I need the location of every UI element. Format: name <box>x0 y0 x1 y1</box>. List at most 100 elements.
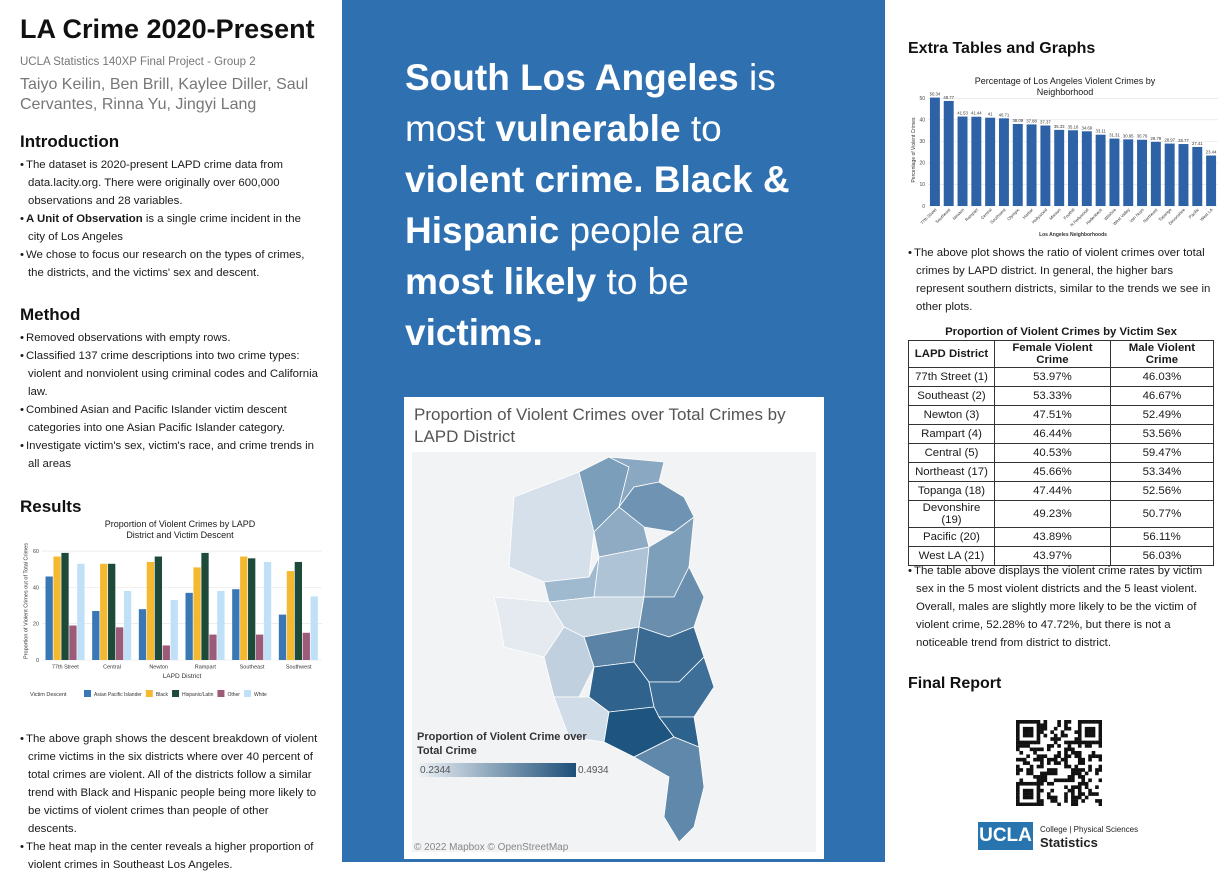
qr-module <box>1098 754 1102 759</box>
qr-module <box>1053 754 1058 759</box>
qr-module <box>1026 781 1030 786</box>
legend-title: Proportion of Violent Crime over Total C… <box>417 731 587 757</box>
qr-module <box>1088 792 1092 796</box>
qr-module <box>1019 757 1024 762</box>
bullet-text: Combined Asian and Pacific Islander vict… <box>26 404 287 434</box>
y-tick-label: 20 <box>33 622 39 628</box>
qr-module <box>1026 761 1030 765</box>
section-heading: Introduction <box>20 132 120 151</box>
section-heading: Final Report <box>908 675 1002 692</box>
qr-module <box>1019 744 1024 748</box>
map <box>412 452 816 852</box>
qr-module <box>1088 788 1092 793</box>
qr-module <box>1071 747 1075 752</box>
qr-module <box>1074 750 1079 755</box>
qr-module <box>1057 744 1061 748</box>
qr-module <box>1029 764 1034 769</box>
note: The above plot shows the ratio of violen… <box>908 244 1213 316</box>
qr-module <box>1077 775 1082 779</box>
qr-module <box>1040 788 1044 793</box>
table-cell: Devonshire (19) <box>908 500 995 528</box>
qr-module <box>1084 726 1089 731</box>
value-label: 41.44 <box>971 111 982 116</box>
qr-module <box>1084 730 1089 734</box>
qr-module <box>1084 733 1089 738</box>
bullet: The heat map in the center reveals a hig… <box>20 838 320 874</box>
qr-module <box>1064 747 1068 752</box>
qr-module <box>1026 792 1030 796</box>
qr-module <box>1071 785 1075 789</box>
table-cell: Northeast (17) <box>908 462 995 482</box>
y-tick-label: 50 <box>919 96 925 102</box>
qr-module <box>1088 740 1092 745</box>
bar <box>115 627 124 660</box>
table-row: Devonshire (19) 49.23% 50.77% <box>908 500 1215 528</box>
table-cell: 46.44% <box>993 424 1111 444</box>
qr-module <box>1050 799 1055 803</box>
bar <box>1178 144 1189 206</box>
logo-mark: UCLA <box>978 822 1033 850</box>
qr-module <box>1026 771 1030 776</box>
table-cell: 43.89% <box>993 527 1111 547</box>
qr-module <box>1053 771 1058 776</box>
value-label: 35.33 <box>1054 124 1065 129</box>
y-tick-label: 60 <box>33 549 39 555</box>
qr-module <box>1026 726 1030 731</box>
x-tick-label: Central <box>103 665 121 671</box>
qr-module <box>1033 775 1037 779</box>
qr-module <box>1084 771 1089 776</box>
qr-module <box>1046 757 1051 762</box>
qr-module <box>1040 761 1044 765</box>
value-label: 28.77 <box>1178 138 1189 143</box>
value-label: 38.09 <box>1012 118 1023 123</box>
qr-module <box>1050 781 1055 786</box>
qr-module <box>1098 740 1102 745</box>
qr-module <box>1033 740 1037 745</box>
qr-module <box>1077 757 1082 762</box>
qr-module <box>1050 757 1055 762</box>
qr-module <box>1029 730 1034 734</box>
qr-module <box>1095 785 1099 789</box>
qr-module <box>1022 802 1027 806</box>
bar <box>162 645 170 660</box>
qr-module <box>1057 778 1061 783</box>
note-text: The above plot shows the ratio of violen… <box>908 244 1213 316</box>
table-cell: 52.49% <box>1109 405 1215 425</box>
qr-module <box>1098 723 1102 728</box>
qr-module <box>1016 757 1020 762</box>
bar <box>310 596 318 660</box>
y-tick-label: 20 <box>919 161 925 167</box>
legend-label: Hispanic/Latin <box>182 692 214 698</box>
qr-module <box>1019 781 1024 786</box>
y-tick-label: 0 <box>922 204 925 210</box>
bullet: The dataset is 2020-present LAPD crime d… <box>20 156 320 210</box>
qr-module <box>1040 723 1044 728</box>
table-cell: 59.47% <box>1109 443 1215 463</box>
qr-module <box>1046 792 1051 796</box>
qr-module <box>1022 757 1027 762</box>
qr-module <box>1088 764 1092 769</box>
qr-module <box>1077 726 1082 731</box>
qr-module <box>1098 757 1102 762</box>
qr-module <box>1016 764 1020 769</box>
qr-code[interactable] <box>1016 720 1102 806</box>
qr-module <box>1060 757 1065 762</box>
qr-module <box>1029 740 1034 745</box>
table-cell: Topanga (18) <box>908 481 995 501</box>
value-label: 33.11 <box>1095 129 1106 134</box>
qr-module <box>1019 740 1024 745</box>
y-tick-label: 10 <box>919 182 925 188</box>
x-tick-label: Southwest <box>286 665 312 671</box>
qr-module <box>1046 781 1051 786</box>
x-tick-label: Northeast <box>1142 207 1159 224</box>
qr-module <box>1064 799 1068 803</box>
qr-module <box>1016 744 1020 748</box>
table-row: Central (5) 40.53% 59.47% <box>908 443 1215 463</box>
bar <box>263 561 272 660</box>
qr-module <box>1040 781 1044 786</box>
bullet: Investigate victim's sex, victim's race,… <box>20 437 320 473</box>
table-row: 77th Street (1) 53.97% 46.03% <box>908 367 1215 387</box>
bar <box>154 556 162 660</box>
legend-label: Black <box>156 692 169 698</box>
qr-module <box>1022 788 1027 793</box>
